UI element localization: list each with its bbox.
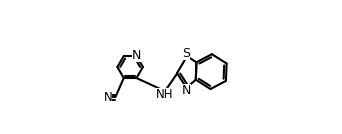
- Text: N: N: [182, 84, 191, 97]
- Text: S: S: [182, 47, 190, 60]
- Text: N: N: [104, 91, 113, 104]
- Text: NH: NH: [156, 88, 174, 101]
- Text: N: N: [132, 49, 141, 62]
